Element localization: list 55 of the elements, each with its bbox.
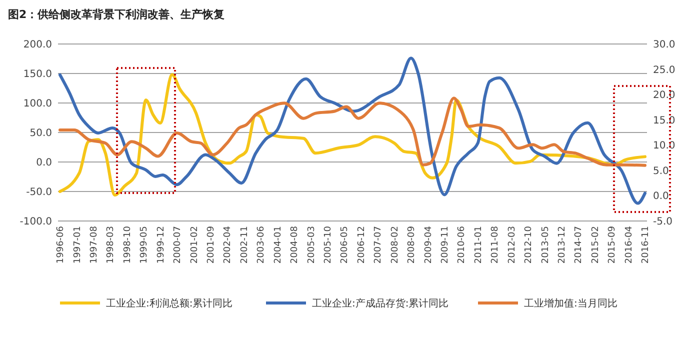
x-tick-label: 2009-04 — [424, 226, 434, 264]
y-tick-label: 150.0 — [23, 69, 52, 80]
y-tick-label: 0.0 — [36, 158, 52, 168]
x-tick-label: 2015-02 — [591, 226, 602, 264]
x-tick-label: 2016-04 — [624, 226, 634, 264]
x-tick-label: 2013-12 — [558, 226, 568, 264]
y2-tick-label: 20.0 — [653, 90, 676, 102]
x-tick-label: 2012-03 — [507, 226, 518, 264]
x-tick-label: 1999-05 — [140, 226, 150, 264]
x-tick-label: 2016-11 — [641, 226, 652, 264]
x-tick-label: 2001-02 — [190, 226, 200, 264]
x-tick-label: 1997-08 — [90, 226, 100, 264]
x-tick-label: 2009-11 — [440, 226, 451, 264]
x-tick-label: 2000-07 — [173, 226, 184, 264]
y2-tick-label: 5.0 — [653, 166, 669, 177]
x-tick-label: 2006-05 — [340, 226, 350, 264]
x-tick-label: 2004-08 — [290, 226, 300, 264]
x-tick-label: 2007-07 — [374, 226, 384, 264]
x-tick-label: 2003-06 — [256, 226, 267, 264]
y2-tick-label: 0.0 — [653, 191, 669, 202]
x-tick-label: 2010-06 — [457, 226, 468, 264]
x-tick-label: 1998-03 — [106, 226, 116, 264]
x-tick-label: 2006-12 — [356, 226, 367, 264]
x-tick-label: 1998-10 — [122, 226, 133, 264]
x-tick-label: 2013-05 — [540, 226, 551, 264]
line-series — [58, 56, 646, 205]
y-tick-label: 50.0 — [30, 128, 52, 139]
x-tick-label: 2005-10 — [324, 226, 334, 264]
y2-tick-label: 25.0 — [653, 64, 676, 76]
x-tick-label: 2002-11 — [240, 226, 250, 264]
y2-tick-label: -5.0 — [653, 216, 673, 228]
y-tick-label: -50.0 — [26, 187, 52, 198]
line-series — [58, 96, 646, 167]
x-tick-label: 2001-09 — [206, 226, 217, 264]
x-tick-label: 2011-08 — [490, 226, 501, 264]
chart-title: 图2：供给侧改革背景下利润改善、生产恢复 — [8, 8, 225, 21]
x-tick-label: 2008-02 — [390, 226, 400, 264]
x-tick-label: 2015-09 — [608, 226, 618, 264]
x-tick-label: 2005-03 — [306, 226, 317, 264]
x-tick-label: 2008-09 — [407, 226, 418, 264]
y2-tick-label: 30.0 — [653, 40, 676, 50]
x-tick-label: 1999-12 — [156, 226, 166, 264]
y-tick-label: 200.0 — [23, 40, 52, 50]
x-tick-label: 2012-10 — [524, 226, 534, 264]
x-tick-label: 2004-01 — [273, 226, 284, 264]
legend-label: 工业企业:产成品存货:累计同比 — [312, 298, 449, 310]
y-tick-label: -100.0 — [20, 216, 52, 228]
x-tick-label: 2011-01 — [474, 226, 484, 264]
legend-label: 工业增加值:当月同比 — [524, 298, 618, 310]
x-tick-label: 2014-07 — [574, 226, 584, 264]
x-tick-label: 2002-04 — [223, 226, 234, 264]
x-tick-label: 1996-06 — [56, 226, 66, 264]
y-tick-label: 100.0 — [23, 98, 52, 110]
x-tick-label: 1997-01 — [72, 226, 83, 264]
legend-label: 工业企业:利润总额:累计同比 — [106, 298, 233, 310]
